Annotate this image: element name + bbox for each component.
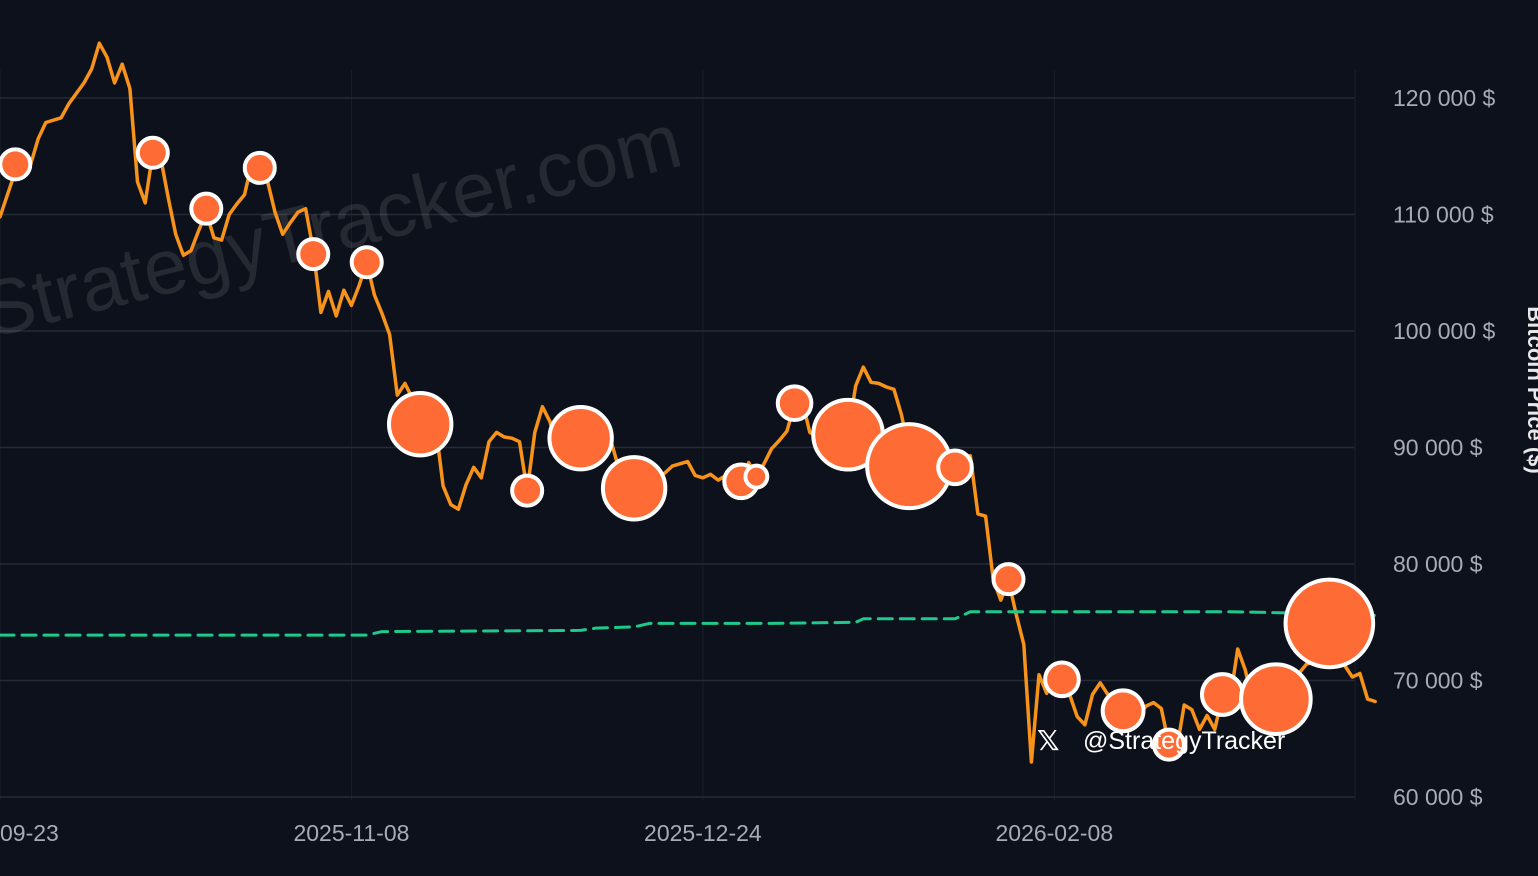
purchase-marker[interactable]: [547, 404, 614, 472]
purchase-marker-dot[interactable]: [189, 191, 224, 226]
purchase-marker-dot[interactable]: [775, 384, 814, 423]
horizontal-grid: [0, 97, 1355, 798]
y-axis-title: Bitcoin Price ($): [1523, 306, 1538, 473]
y-tick-label: 80 000 $: [1393, 551, 1483, 577]
purchase-marker[interactable]: [600, 455, 668, 522]
purchase-marker[interactable]: [1100, 688, 1146, 734]
y-tick-label: 120 000 $: [1393, 85, 1496, 111]
y-tick-label: 60 000 $: [1393, 784, 1483, 810]
purchase-markers: [0, 135, 1376, 762]
y-tick-label: 110 000 $: [1393, 202, 1494, 228]
purchase-marker-dot[interactable]: [1151, 727, 1186, 762]
purchase-marker-dot[interactable]: [296, 237, 331, 272]
purchase-marker[interactable]: [936, 448, 974, 487]
purchase-marker[interactable]: [135, 135, 170, 170]
purchase-marker-dot[interactable]: [510, 473, 545, 508]
y-tick-label: 70 000 $: [1393, 668, 1483, 694]
y-tick-label: 90 000 $: [1393, 435, 1483, 461]
purchase-marker[interactable]: [349, 245, 384, 280]
purchase-marker-dot[interactable]: [0, 147, 33, 182]
purchase-marker[interactable]: [775, 384, 814, 423]
cost-basis-line: [0, 610, 1377, 637]
purchase-marker-dot[interactable]: [743, 463, 770, 490]
purchase-marker-dot[interactable]: [1100, 688, 1146, 734]
purchase-marker[interactable]: [1200, 672, 1245, 717]
purchase-marker-dot[interactable]: [1043, 660, 1081, 699]
purchase-marker-dot[interactable]: [991, 562, 1026, 597]
x-tick-label: 2026-02-08: [995, 820, 1113, 846]
purchase-marker-dot[interactable]: [135, 135, 170, 170]
purchase-marker-dot[interactable]: [936, 448, 974, 487]
x-axis-tick-labels: 2025-09-23 2025-11-08 2025-12-24 2026-02-08: [0, 820, 1113, 846]
purchase-marker[interactable]: [1043, 660, 1081, 699]
purchase-marker-dot[interactable]: [547, 404, 614, 472]
purchase-marker-dot[interactable]: [1239, 662, 1313, 736]
purchase-marker-dot[interactable]: [600, 455, 668, 522]
purchase-marker[interactable]: [189, 191, 224, 226]
handle-text: @StrategyTracker: [1083, 727, 1285, 755]
purchase-marker[interactable]: [1283, 577, 1376, 670]
purchase-marker-dot[interactable]: [387, 391, 454, 458]
purchase-marker[interactable]: [0, 147, 33, 182]
purchase-marker[interactable]: [743, 463, 770, 490]
y-tick-label: 100 000 $: [1393, 318, 1496, 344]
purchase-marker[interactable]: [387, 391, 454, 458]
purchase-marker[interactable]: [296, 237, 331, 272]
x-tick-label: 2025-11-08: [293, 820, 409, 846]
y-axis-tick-labels: 60 000 $ 70 000 $ 80 000 $ 90 000 $ 100 000 …: [1393, 85, 1496, 810]
social-handle: 𝕏 @StrategyTracker: [1037, 724, 1285, 757]
purchase-marker[interactable]: [991, 562, 1026, 597]
purchase-marker-dot[interactable]: [242, 150, 277, 185]
x-logo-icon: 𝕏: [1037, 724, 1060, 757]
purchase-marker-dot[interactable]: [1200, 672, 1245, 717]
purchase-marker-dot[interactable]: [1283, 577, 1376, 670]
purchase-marker[interactable]: [1151, 727, 1186, 762]
purchase-marker-dot[interactable]: [349, 245, 384, 280]
purchase-marker[interactable]: [1239, 662, 1313, 736]
purchase-marker[interactable]: [242, 150, 277, 185]
x-tick-label: 2025-12-24: [644, 820, 762, 846]
purchase-marker[interactable]: [510, 473, 545, 508]
x-tick-label: 2025-09-23: [0, 820, 59, 846]
